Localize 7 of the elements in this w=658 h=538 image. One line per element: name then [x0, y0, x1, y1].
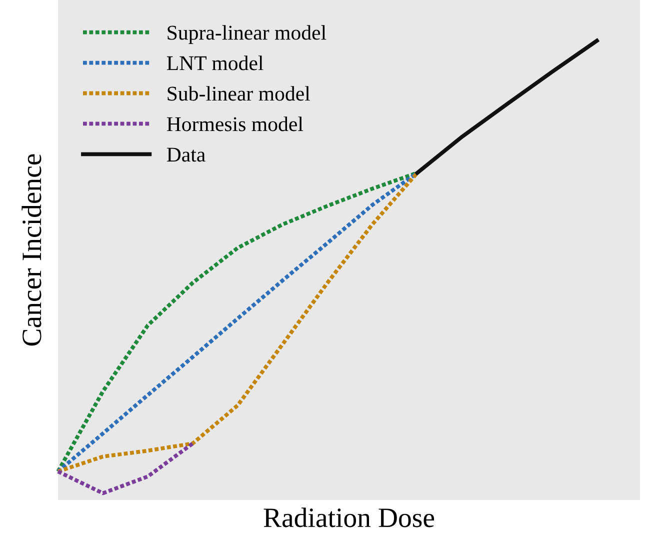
legend-label: Sub-linear model — [168, 86, 310, 101]
legend-label: Supra-linear model — [168, 25, 326, 44]
legend-label: Hormesis model — [166, 116, 304, 132]
y-axis-title: Cancer Incidence — [22, 154, 42, 346]
x-axis-title: Radiation Dose — [264, 508, 434, 528]
legend-label: LNT model — [166, 56, 264, 70]
legend-label: Data — [166, 148, 206, 162]
